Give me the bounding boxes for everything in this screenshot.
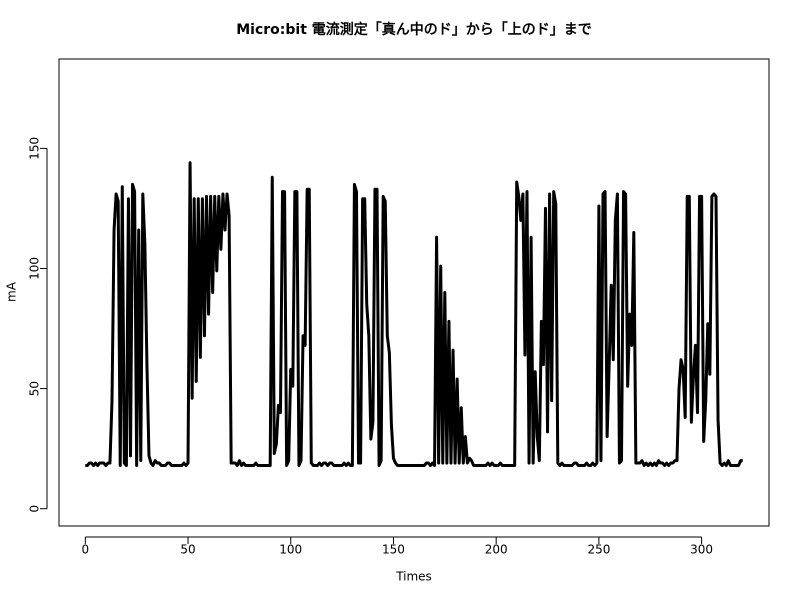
x-tick-label: 150 [382, 543, 405, 557]
y-tick-label: 150 [28, 137, 42, 160]
y-axis-label: mA [5, 281, 19, 302]
x-tick-label: 200 [485, 543, 508, 557]
x-tick-label: 0 [81, 543, 89, 557]
x-tick-label: 50 [180, 543, 195, 557]
y-tick-label: 50 [28, 381, 42, 396]
x-axis-label: Times [395, 570, 432, 584]
data-line [85, 161, 743, 467]
y-tick-label: 0 [28, 505, 42, 513]
plot-box [58, 58, 770, 527]
chart-title: Micro:bit 電流測定「真ん中のド」から「上のド」まで [236, 21, 592, 38]
x-tick-label: 300 [690, 543, 713, 557]
x-tick-label: 100 [279, 543, 302, 557]
y-tick-label: 100 [28, 257, 42, 280]
x-tick-label: 250 [587, 543, 610, 557]
